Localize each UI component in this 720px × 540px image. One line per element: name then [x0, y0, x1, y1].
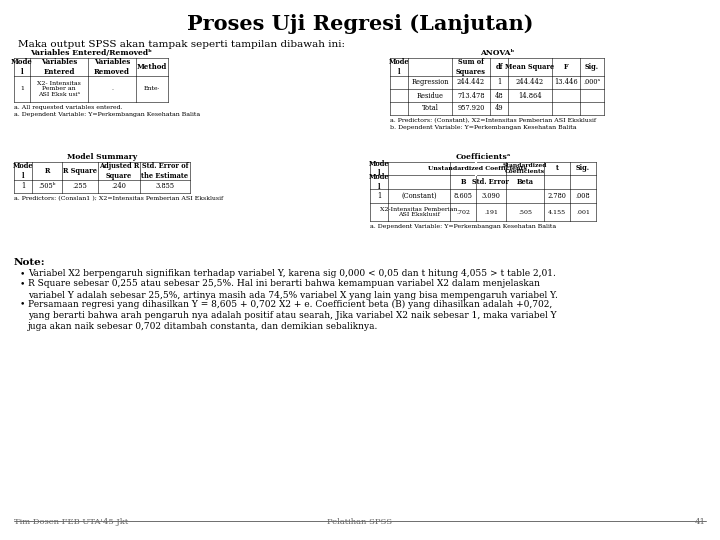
Text: 1: 1	[21, 183, 25, 191]
Text: Coefficientsᵃ: Coefficientsᵃ	[455, 153, 510, 161]
Text: Sig.: Sig.	[585, 63, 599, 71]
Text: 3.090: 3.090	[482, 192, 500, 200]
Text: a. Dependent Variable: Y=Perkembangan Kesehatan Balita: a. Dependent Variable: Y=Perkembangan Ke…	[370, 224, 556, 229]
Text: X2- Intensitas
Pember an
ASI Eksk usiᵃ: X2- Intensitas Pember an ASI Eksk usiᵃ	[37, 80, 81, 97]
Text: 48: 48	[495, 91, 503, 99]
Text: Mean Square: Mean Square	[505, 63, 554, 71]
Text: .702: .702	[456, 210, 470, 214]
Text: .001: .001	[576, 210, 590, 214]
Text: b. Dependent Variable: Y=Perkembangan Kesehatan Balita: b. Dependent Variable: Y=Perkembangan Ke…	[390, 125, 577, 130]
Text: .255: .255	[73, 183, 87, 191]
Text: a. Predictors: (Conslan1 ); X2=Intensitas Pemberian ASI Eksklusif: a. Predictors: (Conslan1 ); X2=Intensita…	[14, 196, 223, 201]
Text: 3.855: 3.855	[156, 183, 174, 191]
Text: F: F	[564, 63, 568, 71]
Text: a. Predictors: (Constant), X2=Intensitas Pemberian ASI Eksklusif: a. Predictors: (Constant), X2=Intensitas…	[390, 118, 596, 123]
Text: Mode
l: Mode l	[11, 58, 33, 76]
Text: Mode
l: Mode l	[389, 58, 409, 76]
Text: Maka output SPSS akan tampak seperti tampilan dibawah ini:: Maka output SPSS akan tampak seperti tam…	[18, 40, 345, 49]
Text: Variabel X2 berpengaruh signifikan terhadap variabel Y, karena sig 0,000 < 0,05 : Variabel X2 berpengaruh signifikan terha…	[28, 269, 556, 278]
Text: .191: .191	[484, 210, 498, 214]
Text: 1: 1	[497, 78, 501, 86]
Text: 244.442: 244.442	[457, 78, 485, 86]
Text: Sum of
Squares: Sum of Squares	[456, 58, 486, 76]
Text: a. All requested variables entered.: a. All requested variables entered.	[14, 105, 122, 110]
Text: Note:: Note:	[14, 258, 45, 267]
Text: Mode
l: Mode l	[369, 160, 390, 177]
Text: .008: .008	[576, 192, 590, 200]
Text: Mode
l: Mode l	[369, 173, 390, 191]
Text: (Constant): (Constant)	[401, 192, 437, 200]
Text: Sig.: Sig.	[576, 165, 590, 172]
Text: Regression: Regression	[411, 78, 449, 86]
Text: Std. Error of
the Estimate: Std. Error of the Estimate	[141, 163, 189, 180]
Text: 13.446: 13.446	[554, 78, 578, 86]
Text: Ente·: Ente·	[144, 86, 161, 91]
Text: Method: Method	[137, 63, 167, 71]
Text: Std. Error: Std. Error	[472, 178, 510, 186]
Text: Variables Entered/Removedᵇ: Variables Entered/Removedᵇ	[30, 49, 152, 57]
Text: .240: .240	[112, 183, 127, 191]
Text: 1: 1	[377, 192, 381, 200]
Text: Residue: Residue	[416, 91, 444, 99]
Text: 244.442: 244.442	[516, 78, 544, 86]
Text: .000ᵃ: .000ᵃ	[583, 78, 600, 86]
Text: Variables
Entered: Variables Entered	[41, 58, 77, 76]
Text: 4.155: 4.155	[548, 210, 566, 214]
Text: .505ᵇ: .505ᵇ	[38, 183, 55, 191]
Text: Unstandardized Coefficients: Unstandardized Coefficients	[428, 166, 528, 171]
Text: 1: 1	[20, 86, 24, 91]
Text: Variables
Removed: Variables Removed	[94, 58, 130, 76]
Text: 49: 49	[495, 105, 503, 112]
Text: .: .	[111, 86, 113, 91]
Text: R Square sebesar 0,255 atau sebesar 25,5%. Hal ini berarti bahwa kemampuan varia: R Square sebesar 0,255 atau sebesar 25,5…	[28, 280, 558, 300]
Text: Model Summary: Model Summary	[67, 153, 137, 161]
Text: t: t	[556, 165, 559, 172]
Text: a. Dependent Variable: Y=Perkembangan Kesehatan Balita: a. Dependent Variable: Y=Perkembangan Ke…	[14, 112, 200, 117]
Text: 2.780: 2.780	[548, 192, 567, 200]
Text: 713.478: 713.478	[457, 91, 485, 99]
Text: Adjusted R
Square: Adjusted R Square	[99, 163, 139, 180]
Text: Standardized
Coefficients: Standardized Coefficients	[503, 163, 547, 174]
Text: .505: .505	[518, 210, 532, 214]
Text: df: df	[495, 63, 503, 71]
Text: •: •	[20, 269, 25, 278]
Text: ANOVAᵇ: ANOVAᵇ	[480, 49, 514, 57]
Text: 957.920: 957.920	[457, 105, 485, 112]
Text: Pelatihan SPSS: Pelatihan SPSS	[328, 518, 392, 526]
Text: R Square: R Square	[63, 167, 97, 175]
Text: Persamaan regresi yang dihasilkan Y = 8,605 + 0,702 X2 + e. Coefficient beta (B): Persamaan regresi yang dihasilkan Y = 8,…	[28, 300, 557, 331]
Text: 8.605: 8.605	[454, 192, 472, 200]
Text: Proses Uji Regresi (Lanjutan): Proses Uji Regresi (Lanjutan)	[186, 14, 534, 34]
Text: •: •	[20, 300, 25, 308]
Text: Mode
l: Mode l	[13, 163, 33, 180]
Text: 14.864: 14.864	[518, 91, 542, 99]
Text: X2-Intensitas Pemberian
ASI Eksklusif: X2-Intensitas Pemberian ASI Eksklusif	[380, 207, 458, 218]
Text: Total: Total	[422, 105, 438, 112]
Text: Tim Dosen FEB UTA'45 Jkt: Tim Dosen FEB UTA'45 Jkt	[14, 518, 128, 526]
Text: Beta: Beta	[516, 178, 534, 186]
Text: •: •	[20, 280, 25, 288]
Text: B: B	[460, 178, 466, 186]
Text: R: R	[44, 167, 50, 175]
Text: 41: 41	[695, 518, 706, 526]
